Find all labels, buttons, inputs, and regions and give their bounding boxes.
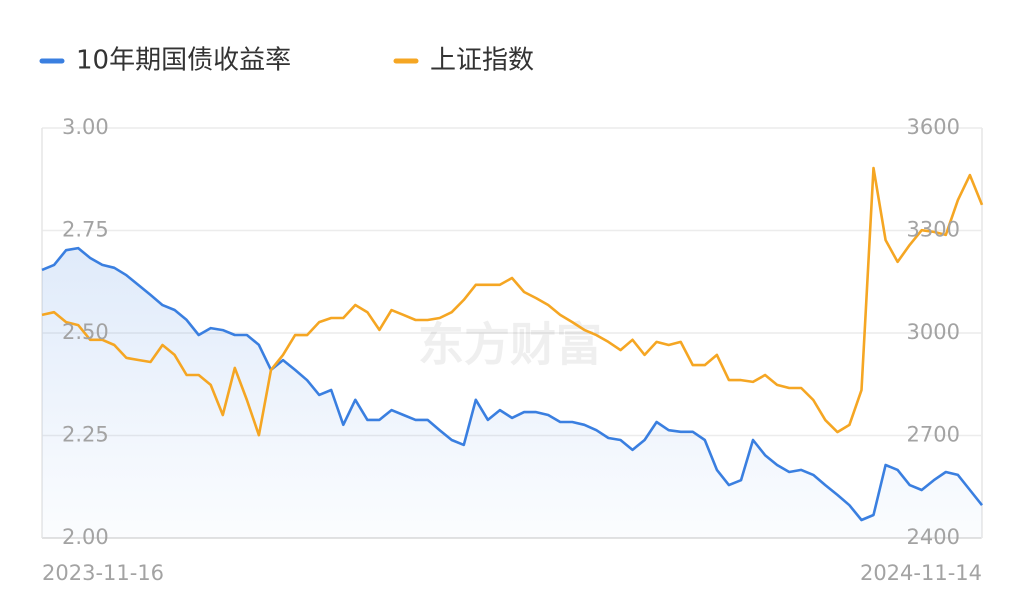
legend-label: 上证指数 [430,46,534,76]
legend-label: 10年期国债收益率 [76,46,291,76]
y2-tick-label: 3600 [907,115,960,139]
y2-tick-label: 3000 [907,320,960,344]
watermark: 东方财富 [418,318,602,372]
y-tick-label: 2.50 [62,320,109,344]
series-line [41,246,984,522]
labels: 2.00 2.25 2.50 2.75 3.00 2400 2700 3000 3300 3600… [39,46,982,585]
y-tick-label: 2.00 [62,525,109,549]
x-tick-label: 2024-11-14 [860,561,982,585]
y-tick-label: 3.00 [62,115,109,139]
y-tick-label: 2.75 [62,218,109,242]
series-line [41,166,984,437]
x-tick-label: 2023-11-16 [42,561,164,585]
y2-tick-label: 2700 [907,423,960,447]
plot-area [41,166,984,538]
y2-tick-label: 2400 [907,525,960,549]
y-tick-label: 2.25 [62,423,109,447]
y2-tick-label: 3300 [907,218,960,242]
area-fill [42,248,982,538]
